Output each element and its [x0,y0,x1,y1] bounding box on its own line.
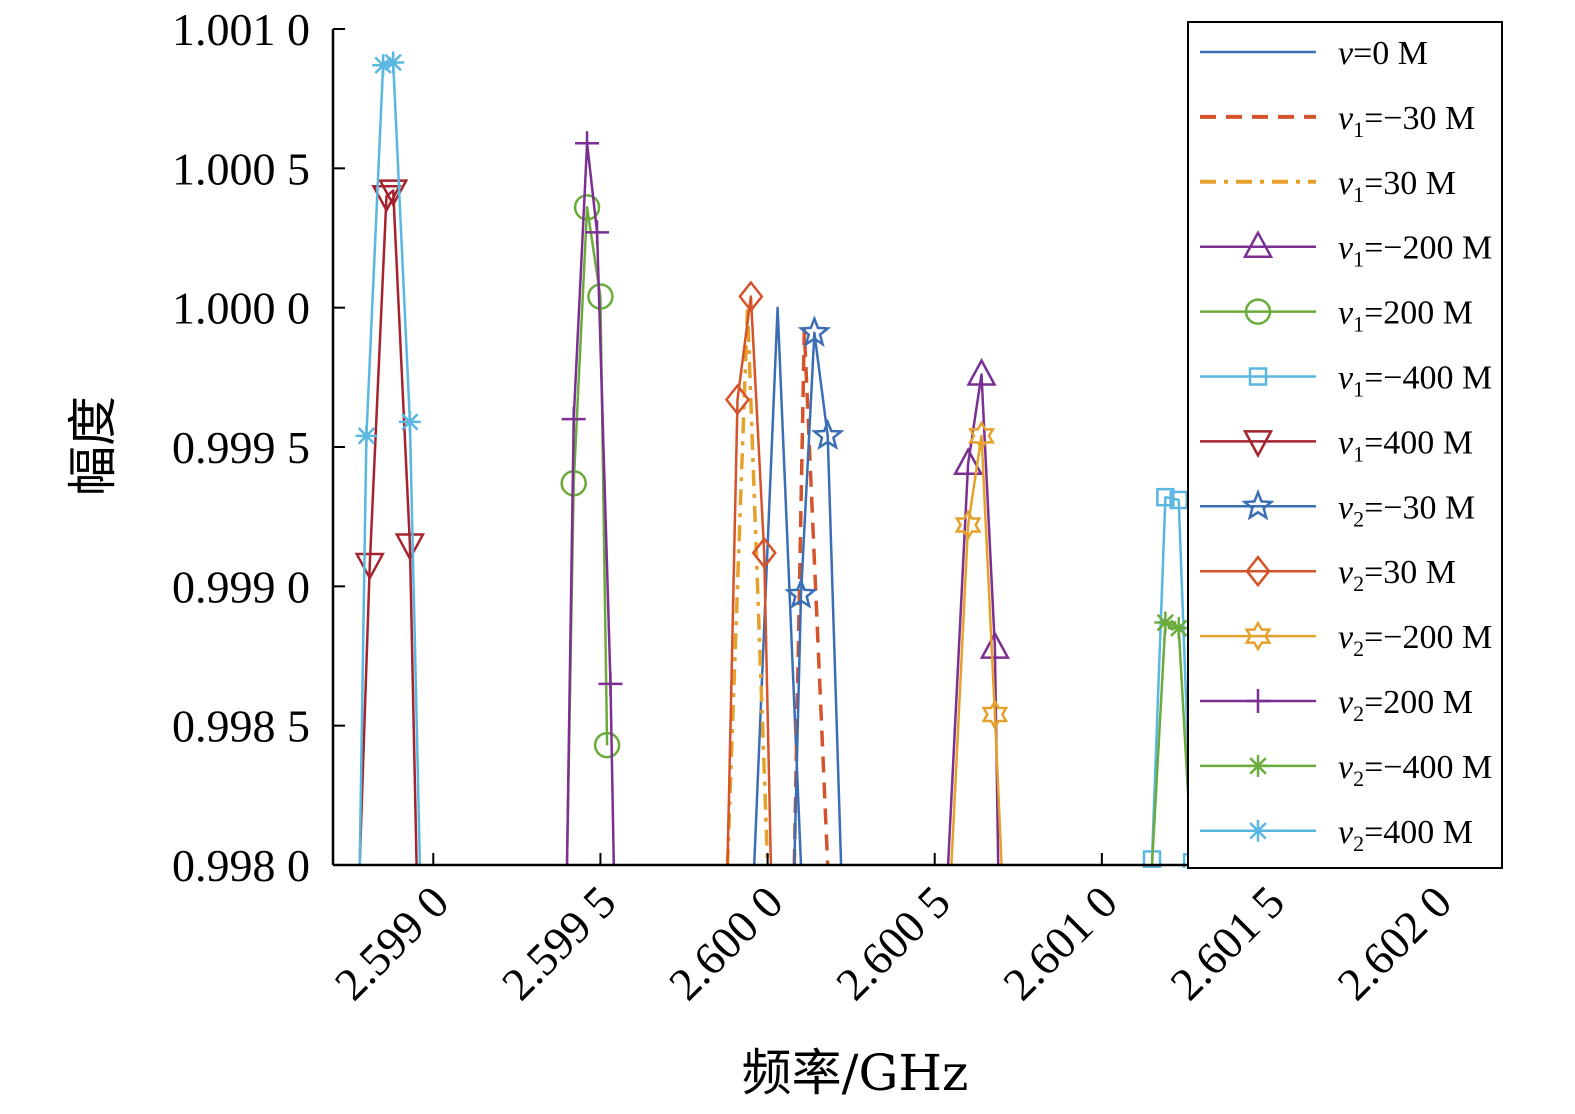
legend-marker [1248,367,1268,386]
legend-label: v1=400 M [1338,424,1473,466]
legend-label: v1=−30 M [1338,100,1475,142]
data-point [797,315,832,347]
series-line [950,434,1003,866]
legend-marker [1247,754,1269,777]
series-line [752,306,803,866]
data-point [561,407,586,432]
y-tick-label: 1.000 0 [172,283,310,334]
legend-marker [1245,555,1271,588]
legend-label: v2=−200 M [1338,619,1492,661]
legend-item: v1=−200 M [1200,230,1492,272]
legend-label: v2=−400 M [1338,749,1492,791]
series-line [1150,621,1194,866]
data-point [751,536,777,569]
legend-item: v2=−30 M [1200,488,1475,531]
y-axis-title: 幅度 [64,396,122,496]
legend-label: v1=−400 M [1338,360,1492,402]
y-tick-label: 1.001 0 [172,4,310,55]
series-0 [752,306,803,866]
series-line [358,61,422,866]
data-point [966,357,997,386]
legend-label: v1=200 M [1338,295,1473,337]
data-point [585,220,610,245]
legend-marker [1241,488,1275,521]
y-tick-label: 0.999 0 [172,561,310,612]
data-point [968,420,995,452]
legend-label: v1=−200 M [1338,230,1492,272]
legend-marker [1242,230,1274,258]
y-tick-label: 0.999 5 [172,422,310,473]
legend-marker [1244,620,1272,652]
legend-label: v2=400 M [1338,814,1473,856]
legend-label: v2=−30 M [1338,489,1475,531]
series-10 [561,131,623,866]
series-8 [724,280,777,866]
data-point [372,54,395,77]
legend-item: v2=30 M [1200,554,1456,596]
data-point [371,184,402,213]
data-point [598,671,623,696]
data-point [811,418,845,451]
series-7 [784,315,845,866]
series-line [793,331,843,866]
legend-item: v1=−400 M [1200,360,1492,402]
data-point [593,731,621,759]
data-point [355,424,378,447]
series-line [565,142,616,866]
data-point [954,509,982,541]
legend-item: v2=200 M [1200,684,1473,726]
data-point [981,698,1009,731]
series-line [1150,495,1194,863]
data-point [1169,490,1188,510]
legend-label: v2=30 M [1338,554,1456,596]
data-point [979,631,1010,659]
legend-item: v1=200 M [1200,295,1473,337]
data-point [1154,611,1177,634]
series-layer [354,51,1202,868]
legend-item: v1=−30 M [1200,100,1475,142]
series-6 [354,179,425,866]
legend-marker [1244,298,1272,325]
legend-label: v1=30 M [1338,165,1456,207]
series-9 [950,420,1009,866]
legend-box [1187,21,1503,869]
data-point [575,131,600,156]
series-11 [1150,611,1194,866]
legend-marker [1247,819,1269,842]
data-point [724,383,751,416]
legend-item: v2=−400 M [1200,749,1492,791]
data-point [738,280,764,313]
data-point [573,194,601,221]
y-axis-ticks: 0.998 0 0.998 5 0.999 0 0.999 5 1.000 0 1.000… [172,4,345,891]
y-tick-label: 0.998 0 [172,840,310,891]
legend-marker [1246,689,1270,713]
series-line [725,305,770,866]
y-tick-label: 0.998 5 [172,701,310,752]
legend-item: v1=400 M [1200,424,1473,466]
legend-item: v=0 M [1200,35,1428,72]
data-point [382,51,405,74]
data-point [394,533,425,562]
y-tick-label: 1.000 5 [172,143,310,194]
legend: v=0 M v1=−30 M v1=30 M v1=−200 M v1=200 M v1=… [1187,21,1503,869]
x-axis-title: 频率/GHz [742,1044,969,1102]
legend-label: v=0 M [1338,35,1428,72]
legend-item: v2=−200 M [1200,619,1492,661]
legend-item: v1=30 M [1200,165,1456,207]
series-line [358,189,418,866]
legend-label: v2=200 M [1338,684,1473,726]
data-point [398,410,421,433]
data-point [1156,487,1175,507]
series-line [726,295,773,866]
data-point [953,447,984,475]
series-12 [355,51,422,866]
legend-marker [1242,430,1274,459]
series-2 [725,305,770,866]
data-point [784,577,818,609]
data-point [1167,617,1190,640]
legend-item: v2=400 M [1200,814,1473,856]
